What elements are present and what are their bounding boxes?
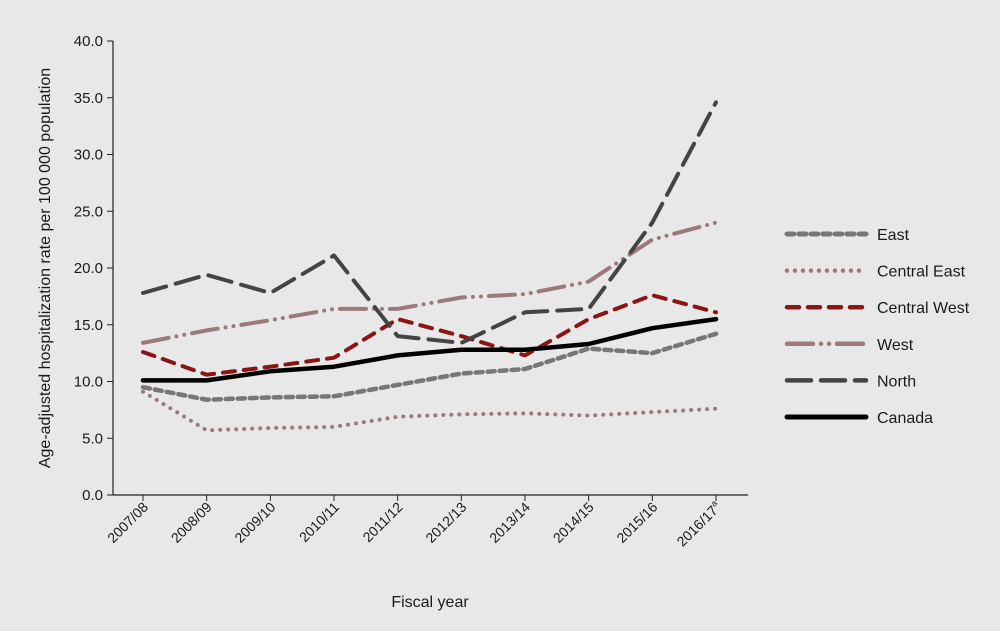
series-line-north — [141, 100, 718, 345]
x-tick-label: 2009/10 — [231, 499, 278, 546]
series-line-west — [141, 220, 718, 345]
series-line-central-east — [141, 389, 718, 433]
x-tick-label: 2011/12 — [359, 499, 406, 546]
x-tick-label: 2007/08 — [104, 499, 151, 546]
x-tick-label: 2013/14 — [486, 499, 533, 546]
y-tick-label: 30.0 — [74, 147, 103, 164]
x-tick-label: 2008/09 — [168, 499, 215, 546]
legend-label: North — [877, 373, 916, 390]
legend-label: East — [877, 227, 910, 244]
legend-label: West — [877, 337, 914, 354]
legend-label: Central East — [877, 264, 966, 281]
x-tick-label: 2010/11 — [296, 499, 343, 546]
y-tick-label: 0.0 — [82, 487, 103, 504]
y-tick-label: 35.0 — [74, 90, 103, 107]
y-axis-label: Age-adjusted hospitalization rate per 10… — [37, 68, 54, 468]
legend-label: Central West — [877, 300, 970, 317]
y-tick-label: 10.0 — [74, 374, 103, 391]
y-tick-label: 40.0 — [74, 33, 103, 50]
legend-label: Canada — [877, 410, 933, 427]
series-line-east — [140, 331, 719, 402]
y-tick-label: 15.0 — [74, 317, 103, 334]
series-line-canada — [140, 316, 719, 383]
x-tick-label: 2015/16 — [613, 499, 660, 546]
y-tick-label: 20.0 — [74, 260, 103, 277]
y-tick-label: 25.0 — [74, 203, 103, 220]
x-tick-label: 2016/17a — [673, 498, 724, 549]
y-tick-label: 5.0 — [82, 430, 103, 447]
x-tick-label: 2012/13 — [422, 499, 469, 546]
series-line-central-west — [141, 293, 718, 377]
x-tick-label: 2014/15 — [550, 499, 597, 546]
x-axis-label: Fiscal year — [391, 594, 469, 611]
